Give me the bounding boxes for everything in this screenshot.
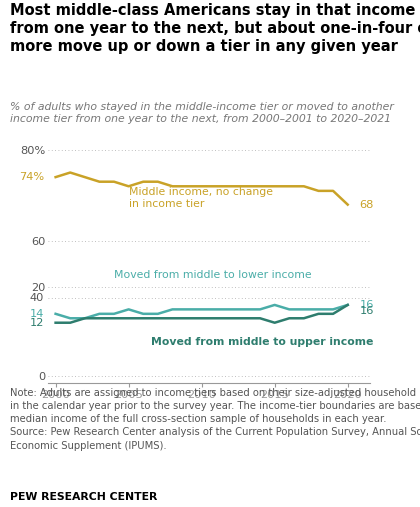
Text: % of adults who stayed in the middle-income tier or moved to another
income tier: % of adults who stayed in the middle-inc… bbox=[10, 102, 394, 124]
Text: Moved from middle to lower income: Moved from middle to lower income bbox=[114, 270, 312, 280]
Text: 14: 14 bbox=[29, 309, 44, 319]
Text: Moved from middle to upper income: Moved from middle to upper income bbox=[150, 337, 373, 347]
Text: 16: 16 bbox=[360, 300, 374, 310]
Text: Note: Adults are assigned to income tiers based on their size-adjusted household: Note: Adults are assigned to income tier… bbox=[10, 388, 420, 451]
Text: 74%: 74% bbox=[19, 172, 44, 182]
Text: Middle income, no change
in income tier: Middle income, no change in income tier bbox=[129, 187, 273, 209]
Text: PEW RESEARCH CENTER: PEW RESEARCH CENTER bbox=[10, 492, 158, 502]
Text: 40: 40 bbox=[30, 293, 44, 303]
Text: 68: 68 bbox=[360, 200, 374, 209]
Text: 12: 12 bbox=[29, 318, 44, 328]
Text: 16: 16 bbox=[360, 306, 374, 316]
Text: Most middle-class Americans stay in that income tier
from one year to the next, : Most middle-class Americans stay in that… bbox=[10, 3, 420, 54]
